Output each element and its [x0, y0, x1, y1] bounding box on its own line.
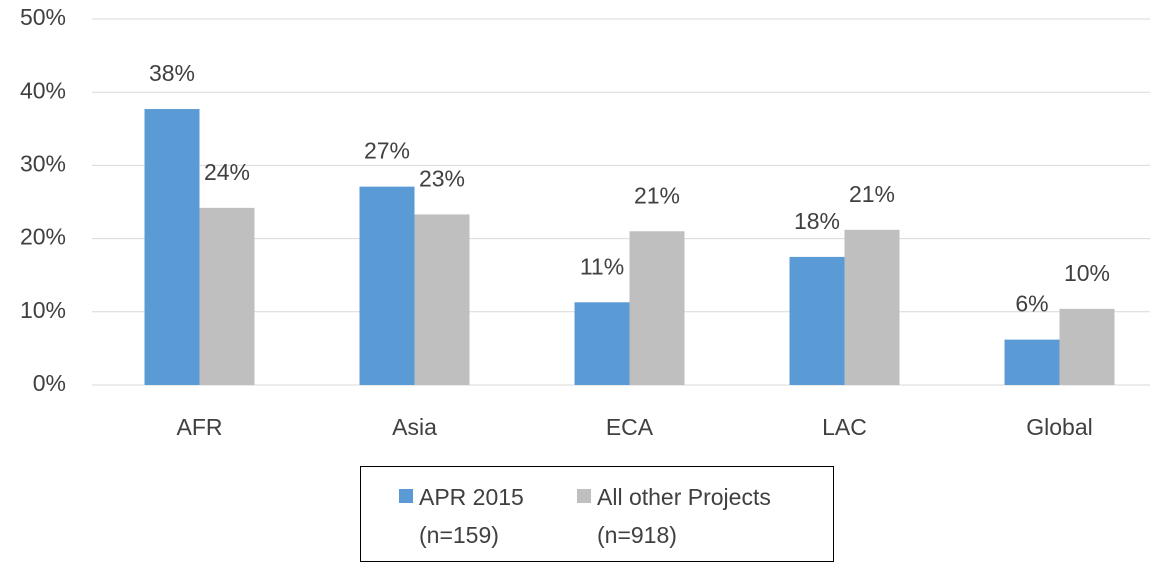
data-label: 11%: [580, 253, 624, 279]
x-tick-label: AFR: [177, 414, 223, 440]
bar: [789, 256, 845, 385]
y-tick-label: 20%: [20, 224, 66, 250]
bar: [414, 214, 470, 385]
legend: APR 2015 (n=159) All other Projects (n=91…: [360, 466, 834, 562]
bar: [1004, 339, 1060, 385]
x-tick-label: LAC: [822, 414, 867, 440]
legend-label: All other Projects (n=918): [597, 484, 771, 548]
bar: [1059, 308, 1115, 385]
legend-item: APR 2015 (n=159): [399, 481, 537, 554]
bar: [359, 186, 415, 385]
bar: [574, 302, 630, 385]
legend-label: APR 2015 (n=159): [419, 484, 524, 548]
data-label: 23%: [419, 166, 465, 192]
bar: [144, 109, 200, 385]
data-label: 21%: [634, 182, 680, 208]
bar: [199, 207, 255, 385]
bar: [844, 229, 900, 385]
data-label: 18%: [794, 208, 840, 234]
plot: 0% 10% 20% 30% 40% 50% AFR 38% 24% Asia 27% 23% ECA 1…: [20, 4, 1150, 440]
bar: [629, 231, 685, 385]
data-label: 21%: [849, 181, 895, 207]
data-label: 38%: [149, 60, 195, 86]
data-label: 10%: [1064, 260, 1110, 286]
x-tick-label: ECA: [606, 414, 654, 440]
y-tick-label: 30%: [20, 150, 66, 176]
data-label: 27%: [364, 138, 410, 164]
y-tick-label: 50%: [20, 4, 66, 30]
x-tick-label: Asia: [392, 414, 437, 440]
x-tick-label: Global: [1026, 414, 1092, 440]
y-tick-label: 0%: [33, 370, 66, 396]
y-tick-label: 10%: [20, 297, 66, 323]
y-tick-label: 40%: [20, 77, 66, 103]
legend-swatch: [399, 489, 413, 503]
legend-item: All other Projects (n=918): [577, 481, 817, 554]
legend-swatch: [577, 489, 591, 503]
data-label: 24%: [204, 159, 250, 185]
data-label: 6%: [1015, 291, 1048, 317]
